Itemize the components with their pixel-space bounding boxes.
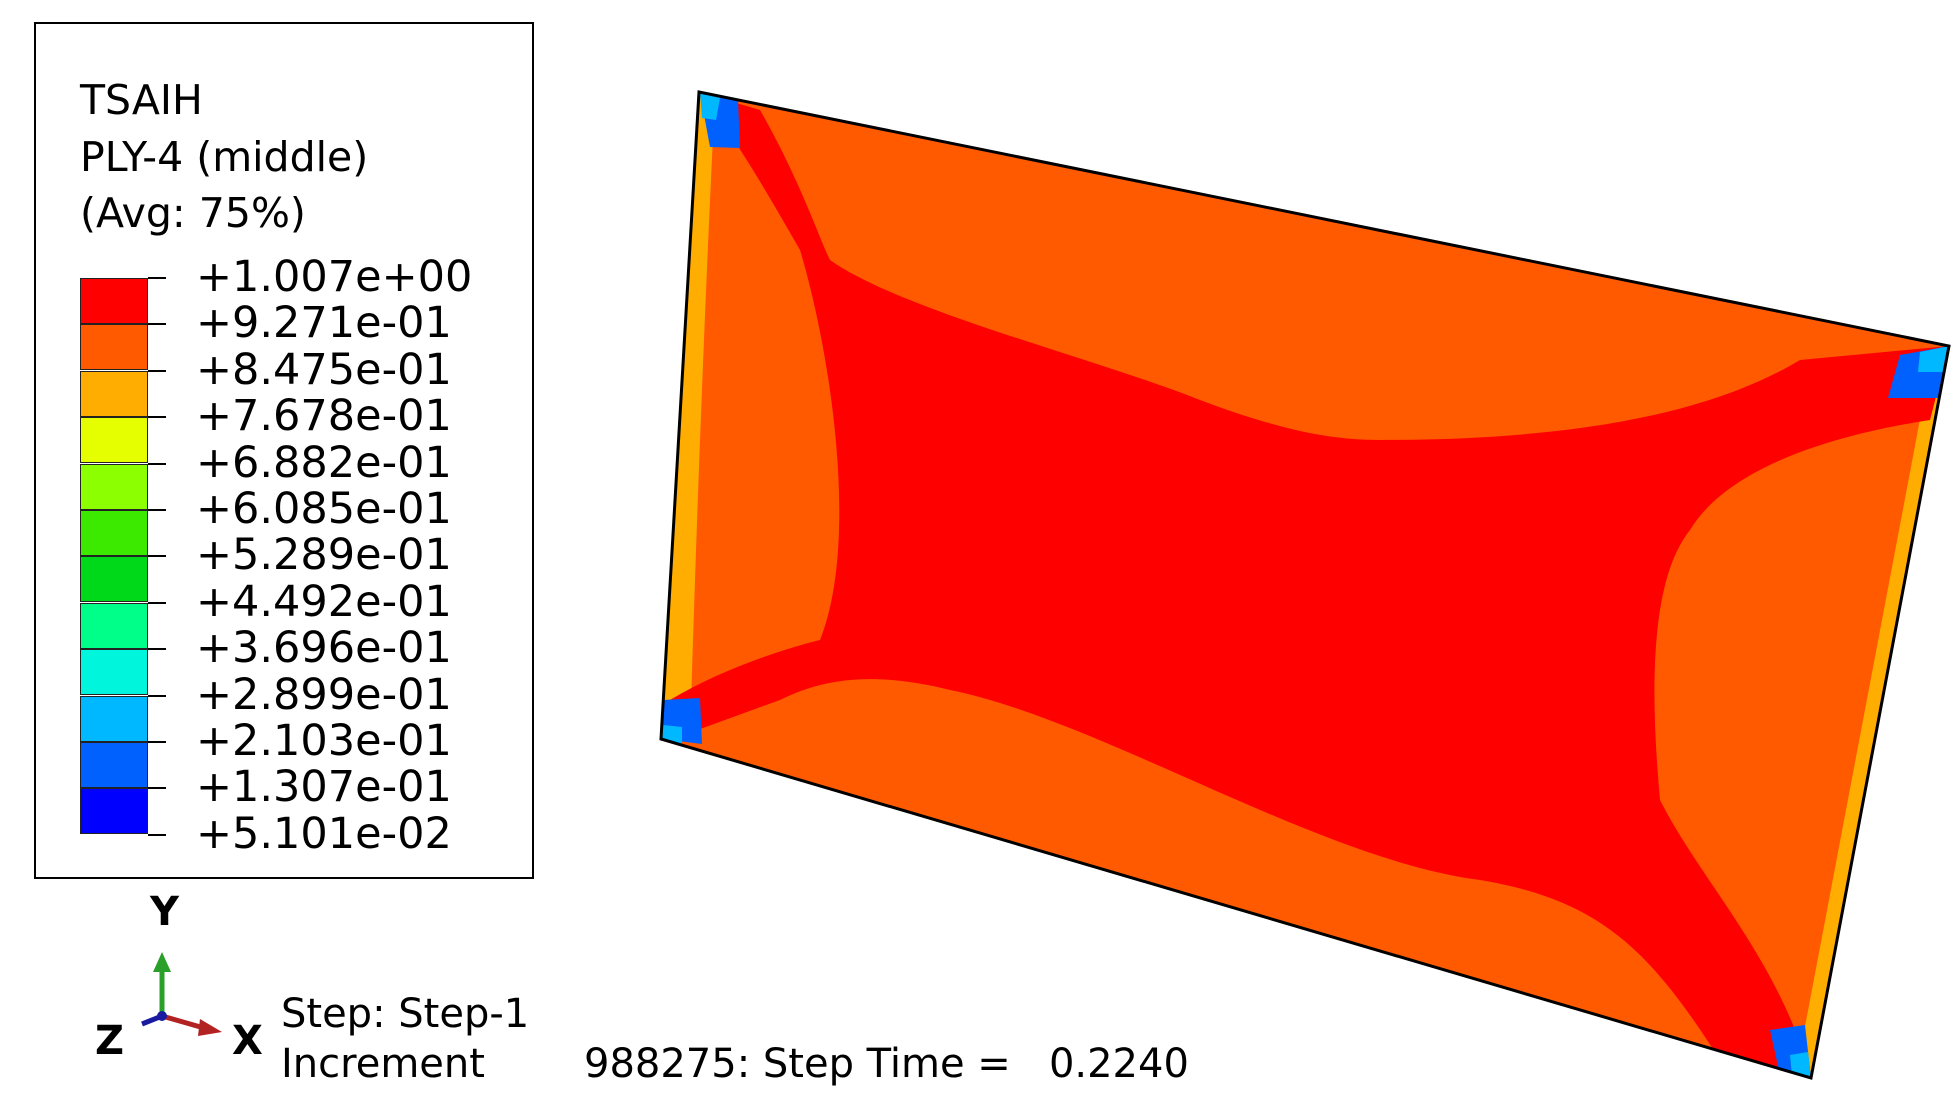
legend-value: +1.007e+00 <box>196 252 473 302</box>
legend-swatch <box>80 278 148 324</box>
legend-tick <box>148 323 166 326</box>
legend-swatch <box>80 417 148 464</box>
x-axis-label: X <box>232 1018 263 1064</box>
legend-swatch <box>80 602 148 649</box>
legend-tick <box>148 462 166 465</box>
z-axis-label: Z <box>95 1018 125 1064</box>
legend-tick <box>148 509 166 511</box>
legend-value: +9.271e-01 <box>196 298 452 349</box>
step-label: Step: Step-1 <box>281 991 530 1037</box>
corner-stress-bottom-right-light <box>1790 1052 1811 1078</box>
legend-tick <box>148 833 166 836</box>
legend-tick <box>148 369 166 372</box>
left-edge-band <box>662 95 715 739</box>
legend-value: +8.475e-01 <box>196 344 452 395</box>
left-inner-edge <box>690 95 722 737</box>
legend-swatch <box>80 695 148 742</box>
legend-tick <box>148 648 166 651</box>
legend-swatch <box>80 510 148 556</box>
corner-stress-top-left-light <box>700 93 720 120</box>
legend-swatch <box>80 788 148 835</box>
legend-tick <box>148 416 166 419</box>
high-stress-region <box>661 92 1949 1078</box>
increment-label: Increment <box>281 1041 485 1087</box>
legend-value: +4.492e-01 <box>196 576 452 627</box>
y-axis-arrowhead <box>153 952 171 972</box>
corner-stress-top-right-light <box>1918 346 1949 372</box>
legend-title-line-3: (Avg: 75%) <box>80 189 306 237</box>
legend-title-line-1: TSAIH <box>80 76 203 124</box>
legend-swatch <box>80 556 148 603</box>
plate-outline <box>659 90 1951 1080</box>
legend-tick <box>148 787 166 790</box>
legend-swatch <box>80 463 148 510</box>
axis-triad <box>141 952 222 1036</box>
legend-title-line-2: PLY-4 (middle) <box>80 133 369 181</box>
legend-value: +5.289e-01 <box>196 530 452 581</box>
legend-tick <box>148 277 166 279</box>
legend-tick <box>148 555 166 558</box>
legend-value: +2.103e-01 <box>196 716 452 766</box>
x-axis-arrow <box>161 1013 205 1031</box>
legend-swatch <box>80 649 148 696</box>
legend-swatch <box>80 742 148 788</box>
legend-tick <box>148 741 166 743</box>
legend-value: +2.899e-01 <box>196 669 452 720</box>
legend-tick <box>148 601 166 604</box>
y-axis-label: Y <box>150 889 179 935</box>
right-edge-band <box>1796 346 1949 1078</box>
legend-value: +7.678e-01 <box>196 391 452 442</box>
legend-value: +6.085e-01 <box>196 484 452 534</box>
legend-value: +1.307e-01 <box>196 762 452 813</box>
x-axis-arrowhead <box>198 1019 222 1036</box>
legend-value: +5.101e-02 <box>196 808 452 859</box>
triad-origin <box>157 1011 167 1021</box>
legend-tick <box>148 694 166 697</box>
legend-value: +6.882e-01 <box>196 437 452 488</box>
legend-value: +3.696e-01 <box>196 623 452 674</box>
increment-value: 988275: Step Time = 0.2240 <box>584 1041 1189 1087</box>
legend-swatch <box>80 324 148 371</box>
legend-swatch <box>80 370 148 417</box>
